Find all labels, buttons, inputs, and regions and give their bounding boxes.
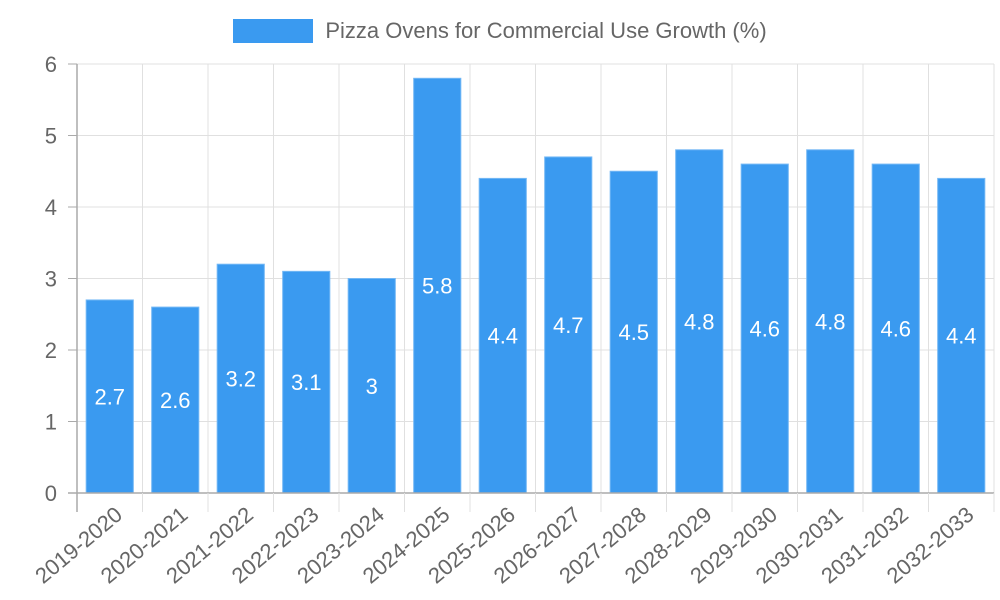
data-label: 4.4 xyxy=(946,324,977,349)
data-label: 4.5 xyxy=(618,320,649,345)
bar xyxy=(937,177,986,494)
bar xyxy=(151,306,200,494)
y-tick-label: 6 xyxy=(45,52,57,77)
data-label: 5.8 xyxy=(422,274,453,299)
data-label: 4.6 xyxy=(880,317,911,342)
axes xyxy=(68,64,994,512)
data-label: 2.6 xyxy=(160,388,191,413)
data-label: 4.7 xyxy=(553,313,584,338)
bar xyxy=(871,163,920,494)
chart-legend: Pizza Ovens for Commercial Use Growth (%… xyxy=(0,18,1000,44)
x-axis-ticks: 2019-20202020-20212021-20222022-20232023… xyxy=(30,493,995,588)
bar xyxy=(544,156,593,494)
y-axis-ticks: 0 1 2 3 4 5 6 xyxy=(45,52,77,506)
data-label: 2.7 xyxy=(94,384,125,409)
legend-swatch[interactable] xyxy=(233,19,314,43)
bar xyxy=(282,270,331,494)
legend-label[interactable]: Pizza Ovens for Commercial Use Growth (%… xyxy=(325,18,767,43)
y-tick-label: 5 xyxy=(45,124,57,149)
bar xyxy=(478,177,527,494)
data-label: 3.2 xyxy=(225,367,256,392)
bar xyxy=(609,170,658,494)
y-tick-label: 0 xyxy=(45,481,57,506)
bar xyxy=(675,149,724,494)
bar xyxy=(806,149,855,494)
data-label: 3.1 xyxy=(291,370,322,395)
data-label: 4.4 xyxy=(487,324,518,349)
data-label: 4.8 xyxy=(684,309,715,334)
y-tick-label: 1 xyxy=(45,410,57,435)
data-label: 4.6 xyxy=(749,317,780,342)
bar xyxy=(347,278,396,494)
grid-lines xyxy=(77,63,995,493)
data-labels: 2.7 2.6 3.2 3.1 3 5.8 4.4 4.7 4.5 4.8 4.6 4.8 4.6 4.4 xyxy=(94,274,976,413)
data-label: 4.8 xyxy=(815,309,846,334)
bar xyxy=(413,77,462,494)
data-label: 3 xyxy=(366,374,378,399)
bars xyxy=(85,77,986,494)
bar xyxy=(740,163,789,494)
y-tick-label: 2 xyxy=(45,338,57,363)
y-tick-label: 4 xyxy=(45,195,57,220)
y-tick-label: 3 xyxy=(45,267,57,292)
